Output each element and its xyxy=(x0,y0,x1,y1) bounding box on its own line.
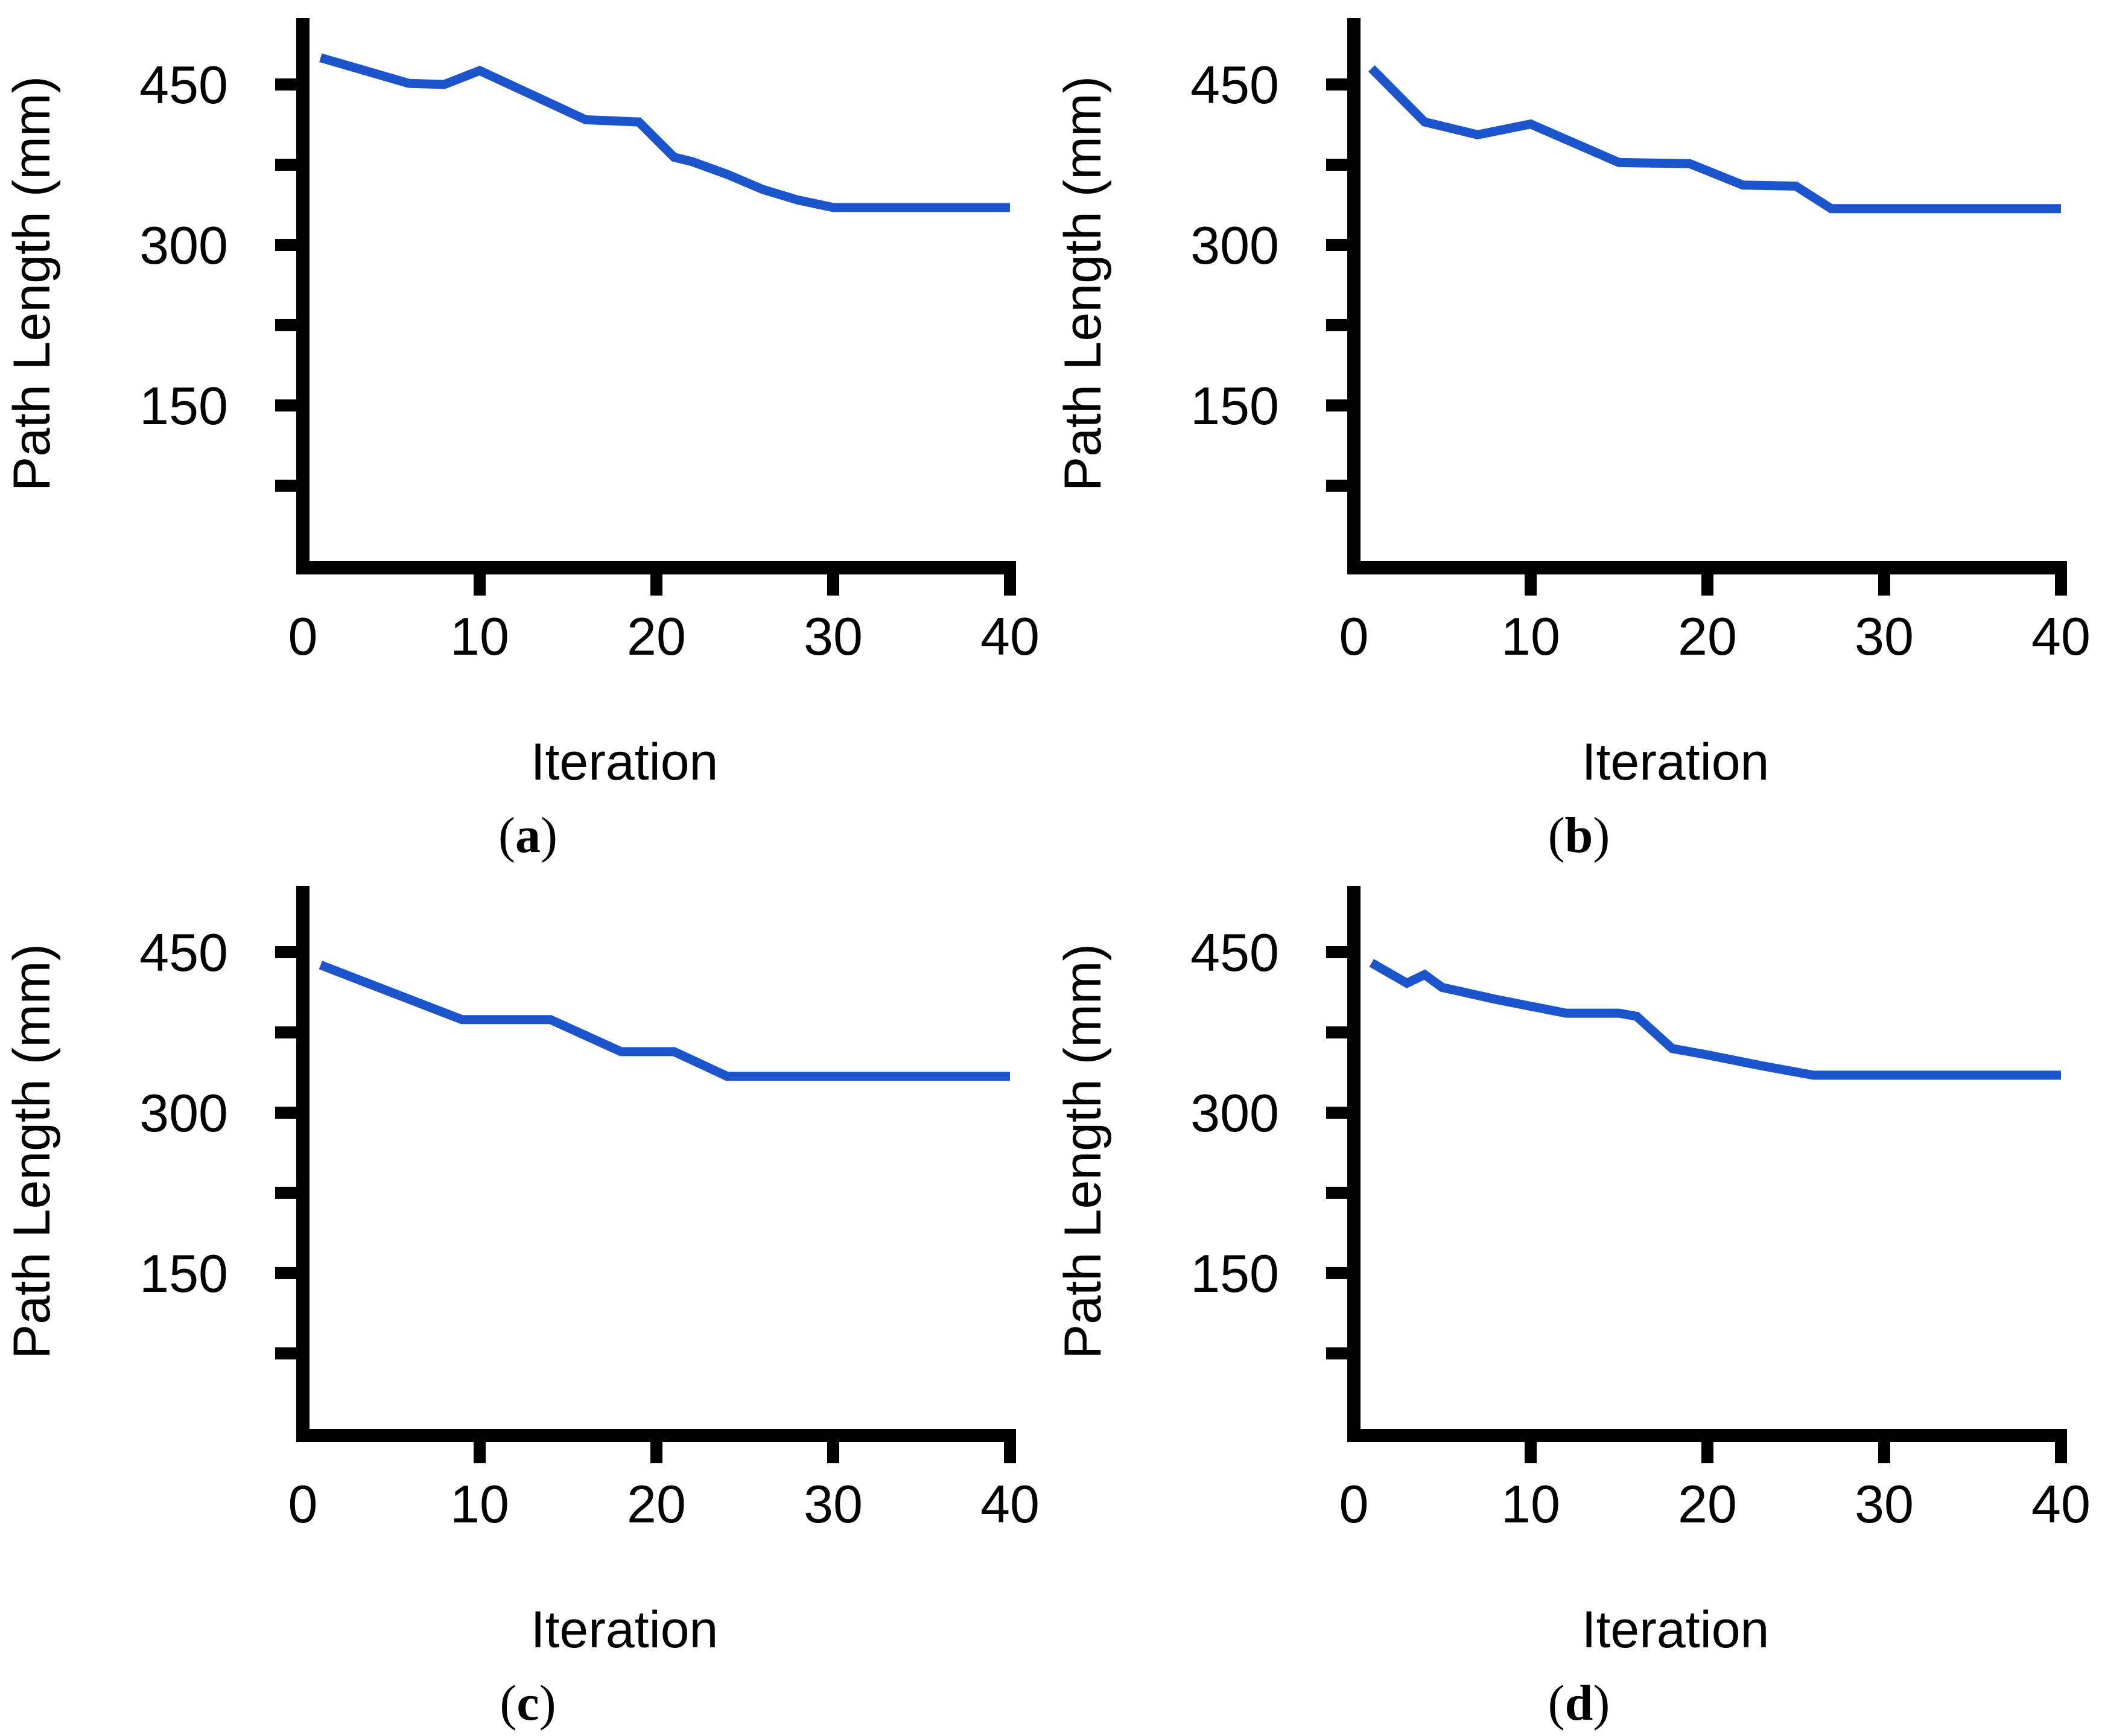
x-tick-label: 40 xyxy=(980,1474,1040,1534)
x-tick-label: 0 xyxy=(1339,1474,1369,1534)
x-tick-label: 30 xyxy=(804,606,863,666)
data-line xyxy=(319,961,1010,1081)
x-tick-label: 10 xyxy=(1501,1474,1560,1534)
x-tick-label: 30 xyxy=(804,1474,863,1534)
x-axis-title: Iteration xyxy=(1582,1601,1770,1659)
x-tick-label: 10 xyxy=(1501,606,1560,666)
chart-c: 150 300 450 0 10 20 30 40 Path Length (mm) Iter… xyxy=(3,886,1040,1731)
x-axis-title: Iteration xyxy=(531,733,719,791)
x-tick-label: 20 xyxy=(1678,1474,1737,1534)
plot-area-d: 150 300 450 0 10 20 30 40 xyxy=(1190,886,2091,1534)
y-tick-label: 300 xyxy=(1190,215,1279,275)
y-tick-label: 300 xyxy=(1190,1083,1279,1143)
y-tick-label: 150 xyxy=(1190,1244,1279,1303)
data-line xyxy=(319,53,1010,212)
panel-a: 150 300 450 0 10 20 30 40 Path Length (mm) Iter… xyxy=(0,0,1051,868)
x-tick-label: 10 xyxy=(450,606,509,666)
caption-a: (a) xyxy=(498,807,557,863)
x-tick-label: 20 xyxy=(627,606,686,666)
data-line xyxy=(1368,65,2061,214)
plot-area-c: 150 300 450 0 10 20 30 40 xyxy=(139,886,1040,1534)
y-tick-label: 450 xyxy=(139,923,228,982)
data-line xyxy=(1369,959,2061,1080)
x-axis-title: Iteration xyxy=(531,1601,719,1659)
plot-area-b: 150 300 450 0 10 20 30 40 xyxy=(1190,18,2091,666)
x-axis-title: Iteration xyxy=(1582,733,1770,791)
y-tick-label: 150 xyxy=(1190,376,1279,436)
y-tick-label: 450 xyxy=(139,55,228,115)
y-tick-label: 450 xyxy=(1190,55,1279,115)
panel-d: 150 300 450 0 10 20 30 40 Path Length (mm) Iter… xyxy=(1051,868,2102,1736)
y-axis-title: Path Length (mm) xyxy=(3,944,61,1359)
y-tick-label: 300 xyxy=(139,1083,228,1143)
panel-c: 150 300 450 0 10 20 30 40 Path Length (mm) Iter… xyxy=(0,868,1051,1736)
x-tick-label: 0 xyxy=(288,1474,318,1534)
y-tick-label: 300 xyxy=(139,215,228,275)
chart-d: 150 300 450 0 10 20 30 40 Path Length (mm) Iter… xyxy=(1054,886,2091,1731)
x-tick-label: 20 xyxy=(627,1474,686,1534)
caption-c: (c) xyxy=(500,1675,556,1731)
plot-area-a: 150 300 450 0 10 20 30 40 xyxy=(139,18,1040,666)
x-tick-label: 40 xyxy=(2031,606,2091,666)
y-axis-title: Path Length (mm) xyxy=(1054,76,1112,491)
y-axis-title: Path Length (mm) xyxy=(3,76,61,491)
x-tick-label: 10 xyxy=(450,1474,509,1534)
x-tick-label: 30 xyxy=(1855,606,1914,666)
y-axis-title: Path Length (mm) xyxy=(1054,944,1112,1359)
x-tick-label: 20 xyxy=(1678,606,1737,666)
x-tick-label: 30 xyxy=(1855,1474,1914,1534)
x-tick-label: 40 xyxy=(2031,1474,2091,1534)
panel-b: 150 300 450 0 10 20 30 40 Path Length (mm) Iter… xyxy=(1051,0,2102,868)
caption-d: (d) xyxy=(1548,1675,1610,1731)
x-tick-label: 0 xyxy=(288,606,318,666)
y-tick-label: 150 xyxy=(139,376,228,436)
y-tick-label: 450 xyxy=(1190,923,1279,982)
x-tick-label: 40 xyxy=(980,606,1040,666)
caption-b: (b) xyxy=(1548,807,1610,863)
chart-a: 150 300 450 0 10 20 30 40 Path Length (mm) Iter… xyxy=(3,18,1040,863)
chart-b: 150 300 450 0 10 20 30 40 Path Length (mm) Iter… xyxy=(1054,18,2091,863)
y-tick-label: 150 xyxy=(139,1244,228,1303)
x-tick-label: 0 xyxy=(1339,606,1369,666)
